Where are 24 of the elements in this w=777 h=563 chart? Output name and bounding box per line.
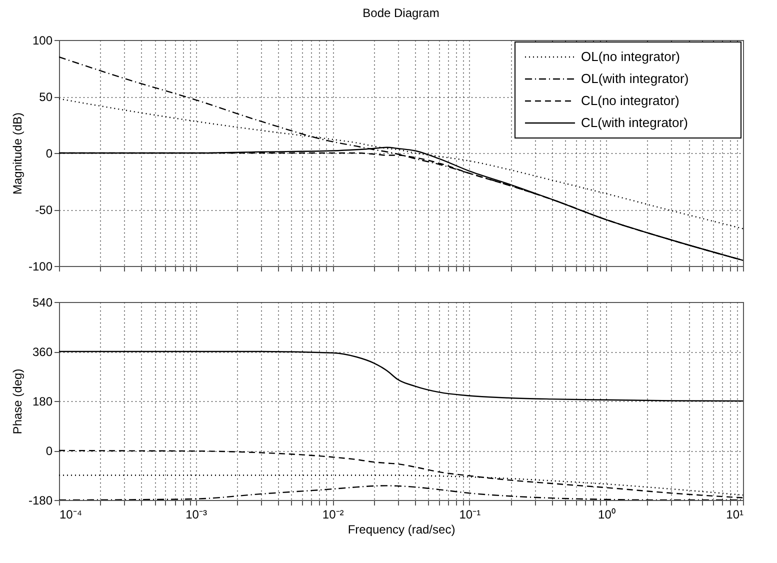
legend-label: CL(no integrator) (581, 93, 680, 108)
x-tick-label: 10⁰ (598, 508, 616, 522)
y-tick-label: -100 (28, 260, 53, 274)
y-axis-title: Phase (deg) (10, 368, 24, 434)
legend-label: CL(with integrator) (581, 115, 688, 130)
y-tick-label: 0 (46, 146, 53, 160)
y-tick-label: 50 (39, 90, 53, 104)
x-tick-label: 10⁻² (322, 508, 344, 522)
x-axis-title: Frequency (rad/sec) (348, 522, 456, 536)
y-tick-label: 540 (32, 296, 53, 310)
y-tick-label: 360 (32, 345, 53, 359)
x-tick-label: 10⁻⁴ (60, 508, 82, 522)
legend-label: OL(with integrator) (581, 71, 689, 86)
y-tick-label: -180 (28, 494, 53, 508)
y-tick-label: 0 (46, 444, 53, 458)
legend-label: OL(no integrator) (581, 49, 680, 64)
x-tick-label: 10⁻¹ (459, 508, 481, 522)
chart-title: Bode Diagram (362, 6, 440, 20)
y-tick-label: 100 (32, 34, 53, 48)
y-axis-title: Magnitude (dB) (10, 112, 24, 195)
y-tick-label: -50 (35, 203, 53, 217)
x-tick-label: 10⁻³ (186, 508, 207, 522)
x-tick-label: 10¹ (726, 508, 744, 522)
y-tick-label: 180 (32, 394, 53, 408)
